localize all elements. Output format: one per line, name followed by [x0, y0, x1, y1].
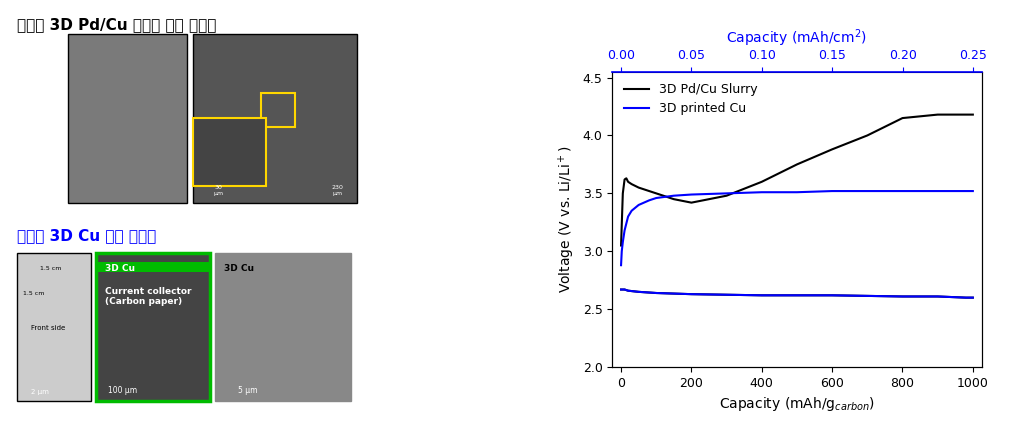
Y-axis label: Voltage (V vs. Li/Li$^+$): Voltage (V vs. Li/Li$^+$) [556, 146, 576, 293]
Legend: 3D Pd/Cu Slurry, 3D printed Cu: 3D Pd/Cu Slurry, 3D printed Cu [618, 78, 761, 120]
Bar [261, 93, 294, 127]
Bar [17, 253, 91, 401]
Text: 1.5 cm: 1.5 cm [22, 291, 44, 296]
X-axis label: Capacity (mAh/g$_{carbon}$): Capacity (mAh/g$_{carbon}$) [718, 395, 875, 414]
Text: 다공성 3D Cu 전극 이미지: 다공성 3D Cu 전극 이미지 [17, 228, 156, 243]
Bar [192, 118, 266, 186]
Bar [215, 253, 351, 401]
X-axis label: Capacity (mAh/cm$^2$): Capacity (mAh/cm$^2$) [726, 28, 866, 49]
Bar [192, 34, 357, 203]
Text: 5 μm: 5 μm [238, 386, 257, 395]
Text: Front side: Front side [31, 325, 66, 331]
Text: 100 μm: 100 μm [107, 386, 136, 395]
Text: 230
μm: 230 μm [331, 185, 343, 196]
Text: 다공성 3D Pd/Cu 슬러리 전극 이미지: 다공성 3D Pd/Cu 슬러리 전극 이미지 [17, 17, 216, 32]
Bar [68, 34, 187, 203]
Text: 3D Cu: 3D Cu [223, 264, 254, 273]
Text: Current collector
(Carbon paper): Current collector (Carbon paper) [105, 287, 191, 306]
Bar [96, 262, 209, 272]
Bar [96, 253, 209, 401]
Text: 3D Cu: 3D Cu [105, 264, 134, 273]
Text: 2 μm: 2 μm [31, 389, 49, 395]
Text: 1.5 cm: 1.5 cm [39, 266, 61, 271]
Text: 30
μm: 30 μm [213, 185, 223, 196]
